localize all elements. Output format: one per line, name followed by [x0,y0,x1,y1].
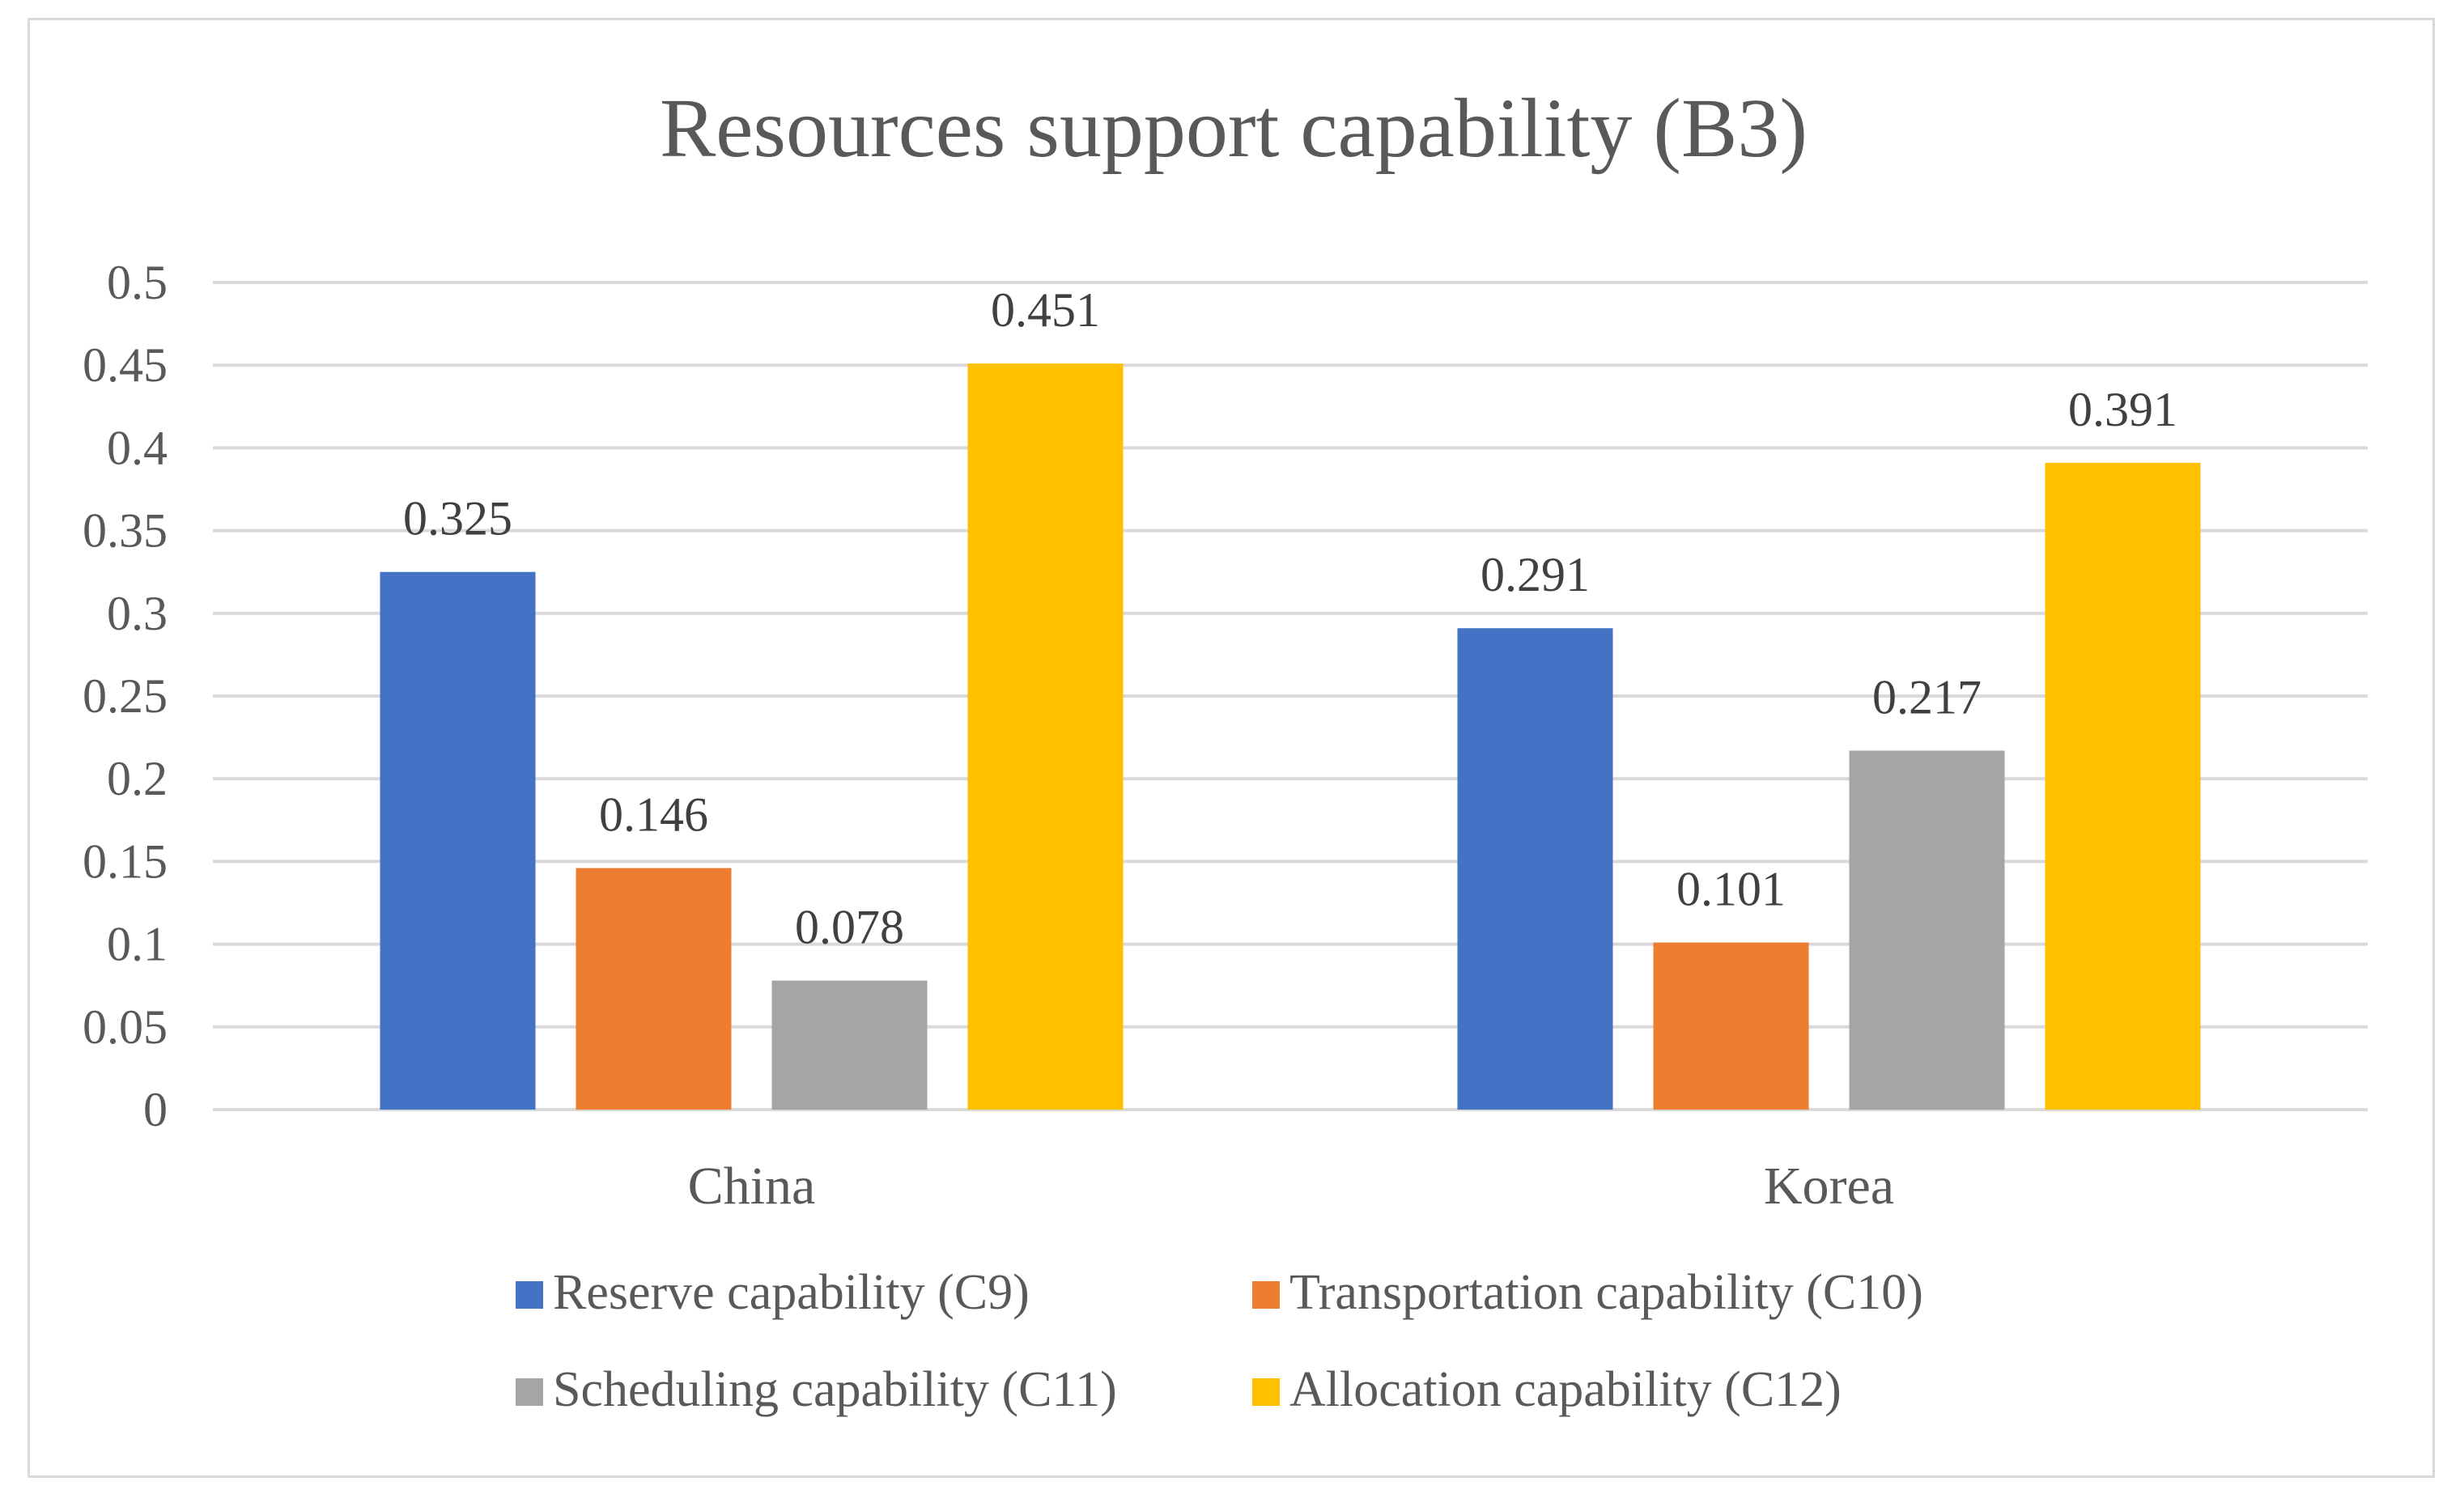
y-tick-label: 0.3 [107,587,168,640]
category-label-china: China [688,1157,816,1216]
bar-china-series-4 [967,363,1124,1110]
y-tick-label: 0.4 [107,421,168,474]
category-label-korea: Korea [1764,1157,1894,1216]
data-label: 0.146 [599,788,708,842]
data-label: 0.325 [403,492,512,545]
y-tick-label: 0.25 [83,669,168,723]
x-axis-categories: China Korea [688,1157,1894,1216]
y-axis-ticks: 0 0.05 0.1 0.15 0.2 0.25 0.3 0.35 0.4 0.45 0.5 [83,256,168,1136]
y-tick-label: 0.5 [107,256,168,309]
legend-swatch [1252,1378,1280,1406]
legend: Reserve capability (C9) Transportation ca… [516,1265,1923,1417]
legend-label: Reserve capability (C9) [553,1265,1030,1320]
bar-china-series-3 [771,980,928,1110]
bar-chart: Resources support capability (B3) 00.050… [83,82,2368,1417]
legend-label: Transportation capability (C10) [1289,1265,1923,1320]
bar-china-series-1 [380,571,536,1110]
gridlines [213,281,2368,1111]
data-label: 0.217 [1872,670,1982,724]
data-label: 0.391 [2068,383,2177,436]
data-label: 0.291 [1481,548,1590,601]
bars [380,363,2201,1110]
y-tick-label: 0.35 [83,504,168,558]
data-labels: 0.325 0.146 0.078 0.451 0.291 0.101 0.217 0.391 [403,283,2177,953]
y-tick-label: 0 [143,1083,168,1136]
y-tick-label: 0.15 [83,834,168,888]
bar-korea-series-3 [1849,750,2005,1110]
bar-korea-series-4 [2045,462,2201,1110]
data-label: 0.078 [795,901,904,954]
bar-china-series-2 [576,868,732,1110]
data-label: 0.451 [991,283,1100,337]
legend-swatch [516,1281,543,1309]
legend-label: Scheduling capability (C11) [553,1362,1117,1417]
legend-swatch [516,1378,543,1406]
legend-label: Allocation capability (C12) [1289,1362,1842,1417]
y-tick-label: 0.45 [83,338,168,392]
legend-swatch [1252,1281,1280,1309]
bar-korea-series-1 [1457,628,1613,1110]
bar-korea-series-2 [1653,942,1809,1110]
chart-frame: Resources support capability (B3) 0 0.05 0… [28,18,2435,1478]
y-tick-label: 0.05 [83,1000,168,1054]
y-tick-label: 0.2 [107,752,168,805]
y-tick-label: 0.1 [107,918,168,971]
data-label: 0.101 [1676,863,1786,916]
chart-title: Resources support capability (B3) [660,82,1808,175]
